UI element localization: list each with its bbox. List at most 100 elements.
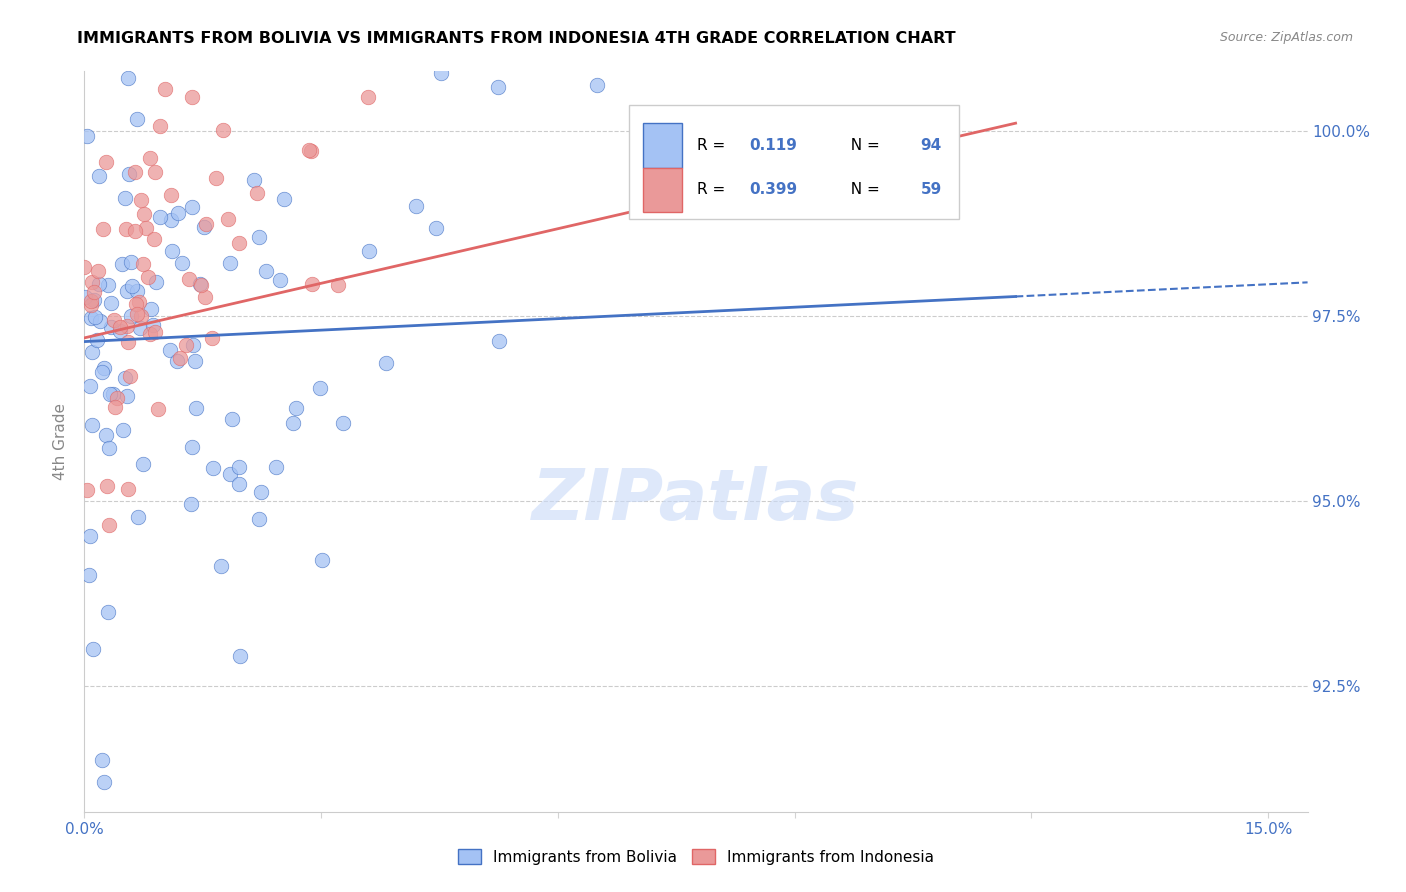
Point xyxy=(117,167,139,181)
Point xyxy=(131,457,153,471)
Point xyxy=(586,78,609,92)
Point xyxy=(204,171,226,186)
Point xyxy=(188,277,211,292)
Point xyxy=(181,440,204,454)
Point xyxy=(97,277,120,292)
Point xyxy=(264,459,287,474)
Point xyxy=(326,278,349,293)
Point xyxy=(308,381,330,395)
Point xyxy=(94,155,117,169)
Point xyxy=(80,298,103,312)
Point xyxy=(124,165,146,179)
Point xyxy=(186,401,208,416)
Point xyxy=(180,497,202,511)
Point xyxy=(93,361,115,376)
Point xyxy=(149,119,172,133)
Point xyxy=(108,319,131,334)
Point xyxy=(82,641,104,656)
Point xyxy=(97,605,120,619)
Point xyxy=(131,194,153,208)
Point xyxy=(96,427,118,442)
Point xyxy=(114,190,136,204)
Point xyxy=(375,356,398,370)
Point xyxy=(425,220,447,235)
FancyBboxPatch shape xyxy=(644,123,682,168)
Point xyxy=(181,338,204,352)
Text: 0.399: 0.399 xyxy=(749,182,797,197)
Point xyxy=(89,169,111,183)
Point xyxy=(80,311,103,326)
Point xyxy=(357,90,380,104)
Point xyxy=(162,244,184,258)
Point xyxy=(229,648,252,663)
Point xyxy=(82,417,104,432)
Point xyxy=(89,314,111,328)
Point xyxy=(83,293,105,308)
Point xyxy=(73,290,96,304)
Point xyxy=(129,321,152,335)
FancyBboxPatch shape xyxy=(628,104,959,219)
Point xyxy=(131,309,153,323)
Point xyxy=(160,188,183,202)
Point xyxy=(125,112,148,126)
Point xyxy=(221,412,243,426)
Point xyxy=(160,212,183,227)
Point xyxy=(117,285,139,299)
Point xyxy=(181,200,204,214)
Point xyxy=(76,483,98,498)
Point xyxy=(131,257,153,271)
Point xyxy=(111,256,134,270)
Point xyxy=(301,144,323,158)
Point xyxy=(91,365,114,379)
Point xyxy=(76,128,98,143)
Point xyxy=(120,309,142,323)
Point xyxy=(91,753,114,767)
Point xyxy=(332,417,354,431)
Point xyxy=(357,244,380,258)
Point xyxy=(125,307,148,321)
Point xyxy=(434,34,457,48)
Point xyxy=(201,460,224,475)
Point xyxy=(79,379,101,393)
Point xyxy=(145,275,167,289)
Point xyxy=(194,290,217,304)
Text: N =: N = xyxy=(841,182,884,197)
Point xyxy=(143,165,166,179)
Point xyxy=(117,482,139,496)
Point xyxy=(195,218,218,232)
Point xyxy=(128,295,150,310)
Point xyxy=(100,296,122,310)
Point xyxy=(170,256,193,270)
Point xyxy=(219,256,242,270)
Text: R =: R = xyxy=(696,182,730,197)
Point xyxy=(125,284,148,298)
Point xyxy=(120,255,142,269)
Point xyxy=(124,224,146,238)
Point xyxy=(201,331,224,345)
Point xyxy=(212,123,235,137)
Point xyxy=(84,310,107,324)
Point xyxy=(181,89,204,103)
Point xyxy=(82,344,104,359)
Point xyxy=(87,264,110,278)
Point xyxy=(155,0,177,1)
Point xyxy=(108,324,131,338)
Point xyxy=(174,338,197,352)
Point xyxy=(217,212,239,227)
Point xyxy=(190,278,212,293)
Point xyxy=(472,18,495,32)
Point xyxy=(96,479,118,493)
Legend: Immigrants from Bolivia, Immigrants from Indonesia: Immigrants from Bolivia, Immigrants from… xyxy=(451,843,941,871)
Point xyxy=(284,401,307,416)
Point xyxy=(114,222,136,236)
Point xyxy=(97,442,120,456)
Point xyxy=(153,82,176,96)
Text: R =: R = xyxy=(696,138,730,153)
Text: 59: 59 xyxy=(921,182,942,197)
Point xyxy=(83,285,105,300)
Point xyxy=(488,334,510,348)
Point xyxy=(80,275,103,289)
Point xyxy=(298,143,321,157)
Point xyxy=(273,193,295,207)
Text: 94: 94 xyxy=(921,138,942,153)
